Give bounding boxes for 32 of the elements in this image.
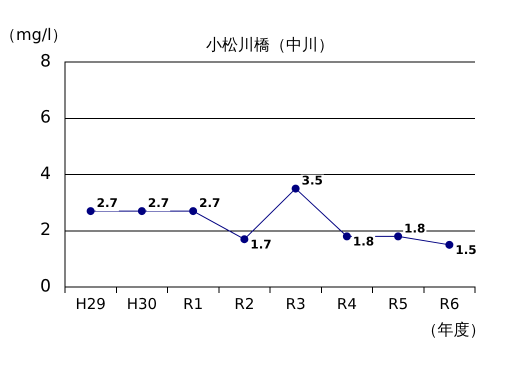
point: [394, 232, 402, 240]
x-tick-label: R1: [183, 294, 204, 313]
data-label: 3.5: [302, 174, 323, 188]
point: [445, 240, 454, 249]
point: [342, 232, 351, 240]
y-tick-label: 4: [40, 164, 51, 184]
y-tick-label: 8: [40, 51, 51, 72]
point: [86, 207, 95, 216]
data-label: 2.7: [148, 196, 170, 210]
y-axis-title: （mg/l）: [0, 25, 68, 44]
data-label: 2.7: [199, 196, 220, 210]
y-tick-label: 0: [40, 276, 51, 296]
point: [240, 235, 248, 244]
data-label: 1.5: [455, 242, 477, 257]
chart-title: 小松川橋（中川）: [206, 35, 334, 54]
x-tick-label: R3: [286, 294, 306, 313]
x-tick-label: R4: [336, 294, 357, 313]
x-tick-label: R2: [234, 294, 254, 313]
data-label: 2.7: [96, 196, 118, 210]
point: [189, 207, 198, 216]
y-tick-label: 2: [40, 220, 51, 240]
x-tick-label: H29: [75, 294, 106, 313]
data-label: 1.7: [250, 237, 272, 252]
x-tick-label: R6: [439, 294, 460, 313]
x-tick-label: H30: [126, 294, 158, 313]
y-tick-label: 6: [40, 108, 51, 128]
x-tick-label: R5: [388, 294, 408, 313]
data-label: 1.8: [352, 234, 374, 248]
data-label: 1.8: [404, 222, 426, 236]
x-axis-title: （年度）: [421, 320, 486, 340]
point: [138, 207, 146, 216]
point: [292, 184, 300, 193]
